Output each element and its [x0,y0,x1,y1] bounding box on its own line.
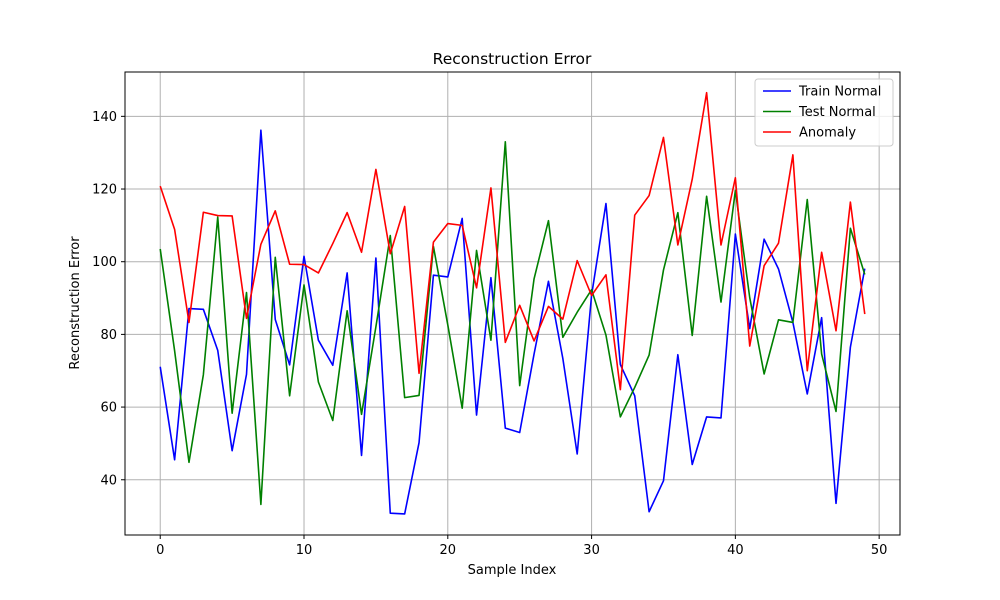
y-axis-ticks: 40 60 80 100 120 140 [92,110,125,488]
legend-label-anomaly: Anomaly [799,126,856,141]
legend-label-train-normal: Train Normal [798,85,881,100]
chart-title: Reconstruction Error [433,50,592,68]
legend-label-test-normal: Test Normal [798,105,876,120]
series-lines [159,91,866,515]
y-tick-label: 40 [100,473,117,488]
y-tick-label: 120 [92,183,117,198]
plot-frame [124,71,901,536]
y-tick-label: 100 [92,255,117,270]
x-tick-label: 30 [583,543,600,558]
y-axis-label: Reconstruction Error [68,236,83,370]
x-tick-label: 50 [871,543,888,558]
x-tick-label: 20 [440,543,457,558]
x-axis-ticks: 0 10 20 30 40 50 [156,535,887,558]
series-line-anomaly [159,91,866,391]
y-tick-label: 60 [100,401,117,416]
y-tick-label: 140 [92,110,117,125]
x-tick-label: 10 [296,543,313,558]
legend-box [754,78,894,147]
grid [125,72,900,535]
x-axis-label: Sample Index [468,563,557,578]
x-tick-label: 40 [727,543,744,558]
legend: Train Normal Test Normal Anomaly [754,78,894,147]
series-line-test-normal [159,140,866,506]
y-tick-label: 80 [100,328,117,343]
x-tick-label: 0 [156,543,164,558]
